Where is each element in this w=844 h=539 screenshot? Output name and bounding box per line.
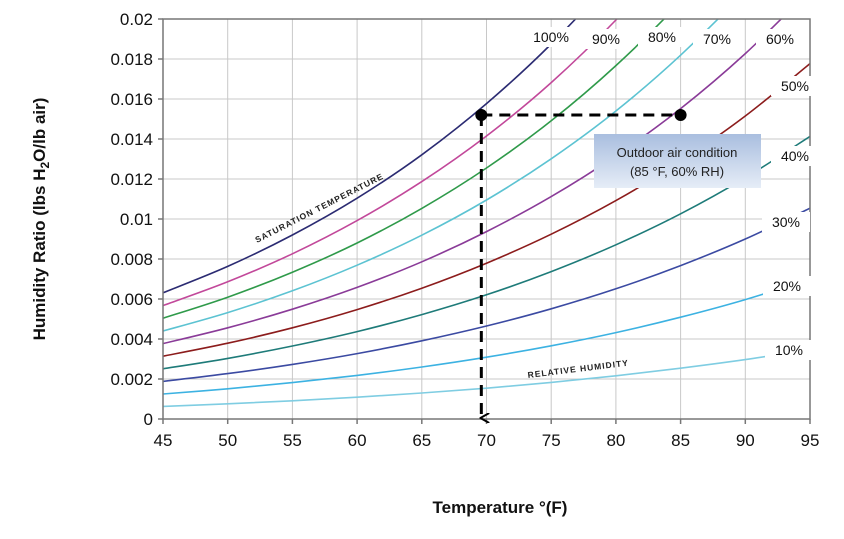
rh-label: 10% bbox=[775, 342, 803, 358]
y-tick-label: 0.018 bbox=[110, 50, 153, 69]
x-tick-label: 85 bbox=[671, 431, 690, 450]
x-tick-label: 50 bbox=[218, 431, 237, 450]
rh-curve-80pct bbox=[163, 19, 666, 319]
x-tick-label: 90 bbox=[736, 431, 755, 450]
rh-label-background bbox=[527, 27, 575, 47]
rh-label: 30% bbox=[772, 214, 800, 230]
rh-label: 50% bbox=[781, 78, 809, 94]
x-tick-label: 65 bbox=[412, 431, 431, 450]
rh-label-background bbox=[756, 29, 804, 49]
grid bbox=[162, 18, 811, 420]
x-tick-label: 95 bbox=[801, 431, 820, 450]
rh-label-background bbox=[771, 146, 819, 166]
rh-label-background bbox=[638, 27, 686, 47]
x-axis-label: Temperature °(F) bbox=[433, 498, 568, 517]
rh-label-background bbox=[762, 212, 810, 232]
y-axis-label: Humidity Ratio (lbs H2O/lb air) bbox=[30, 98, 52, 341]
rh-curve-10pct bbox=[163, 348, 810, 408]
y-tick-label: 0.008 bbox=[110, 250, 153, 269]
rh-label-background bbox=[763, 276, 811, 296]
outdoor-point-marker bbox=[674, 109, 687, 121]
rh-curve-20pct bbox=[163, 278, 810, 395]
rh-curve-40pct bbox=[163, 135, 810, 370]
y-tick-label: 0 bbox=[144, 410, 153, 429]
rh-curve-60pct bbox=[163, 19, 783, 345]
rh-label: 100% bbox=[533, 29, 569, 45]
y-tick-label: 0.016 bbox=[110, 90, 153, 109]
y-tick-label: 0.02 bbox=[120, 10, 153, 29]
rh-label-background bbox=[771, 76, 819, 96]
callout-line-1: Outdoor air condition bbox=[617, 145, 738, 160]
rh-label-background bbox=[582, 29, 630, 49]
callout-line-2: (85 °F, 60% RH) bbox=[630, 164, 724, 179]
rh-label: 20% bbox=[773, 278, 801, 294]
y-tick-label: 0.01 bbox=[120, 210, 153, 229]
x-tick-label: 70 bbox=[477, 431, 496, 450]
rh-label: 60% bbox=[766, 31, 794, 47]
rh-label: 90% bbox=[592, 31, 620, 47]
rh-curve-90pct bbox=[163, 19, 618, 307]
y-tick-label: 0.012 bbox=[110, 170, 153, 189]
rh-curves bbox=[163, 19, 810, 408]
x-tick-label: 60 bbox=[348, 431, 367, 450]
rh-curve-100pct bbox=[163, 19, 577, 294]
rh-label-background bbox=[765, 340, 813, 360]
x-tick-label: 45 bbox=[154, 431, 173, 450]
rh-labels: 100% 90% 80% 70% 60% 50% 40% 30% 20% 10% bbox=[527, 27, 819, 360]
y-tick-label: 0.006 bbox=[110, 290, 153, 309]
saturation-temperature-label: SATURATION TEMPERATURE bbox=[253, 171, 385, 245]
rh-label: 80% bbox=[648, 29, 676, 45]
y-tick-label: 0.002 bbox=[110, 370, 153, 389]
x-tick-label: 75 bbox=[542, 431, 561, 450]
rh-label: 70% bbox=[703, 31, 731, 47]
y-tick-label: 0.004 bbox=[110, 330, 153, 349]
x-tick-label: 80 bbox=[606, 431, 625, 450]
y-tick-label: 0.014 bbox=[110, 130, 153, 149]
saturation-point-marker bbox=[475, 109, 488, 121]
axis-ticks: 45 50 55 60 65 70 75 80 85 90 95 0 0.002 0.004 0.006 0.… bbox=[110, 10, 819, 450]
rh-curve-30pct bbox=[163, 207, 810, 383]
callout-box bbox=[594, 134, 761, 188]
rh-label: 40% bbox=[781, 148, 809, 164]
x-tick-label: 55 bbox=[283, 431, 302, 450]
rh-label-background bbox=[693, 29, 741, 49]
